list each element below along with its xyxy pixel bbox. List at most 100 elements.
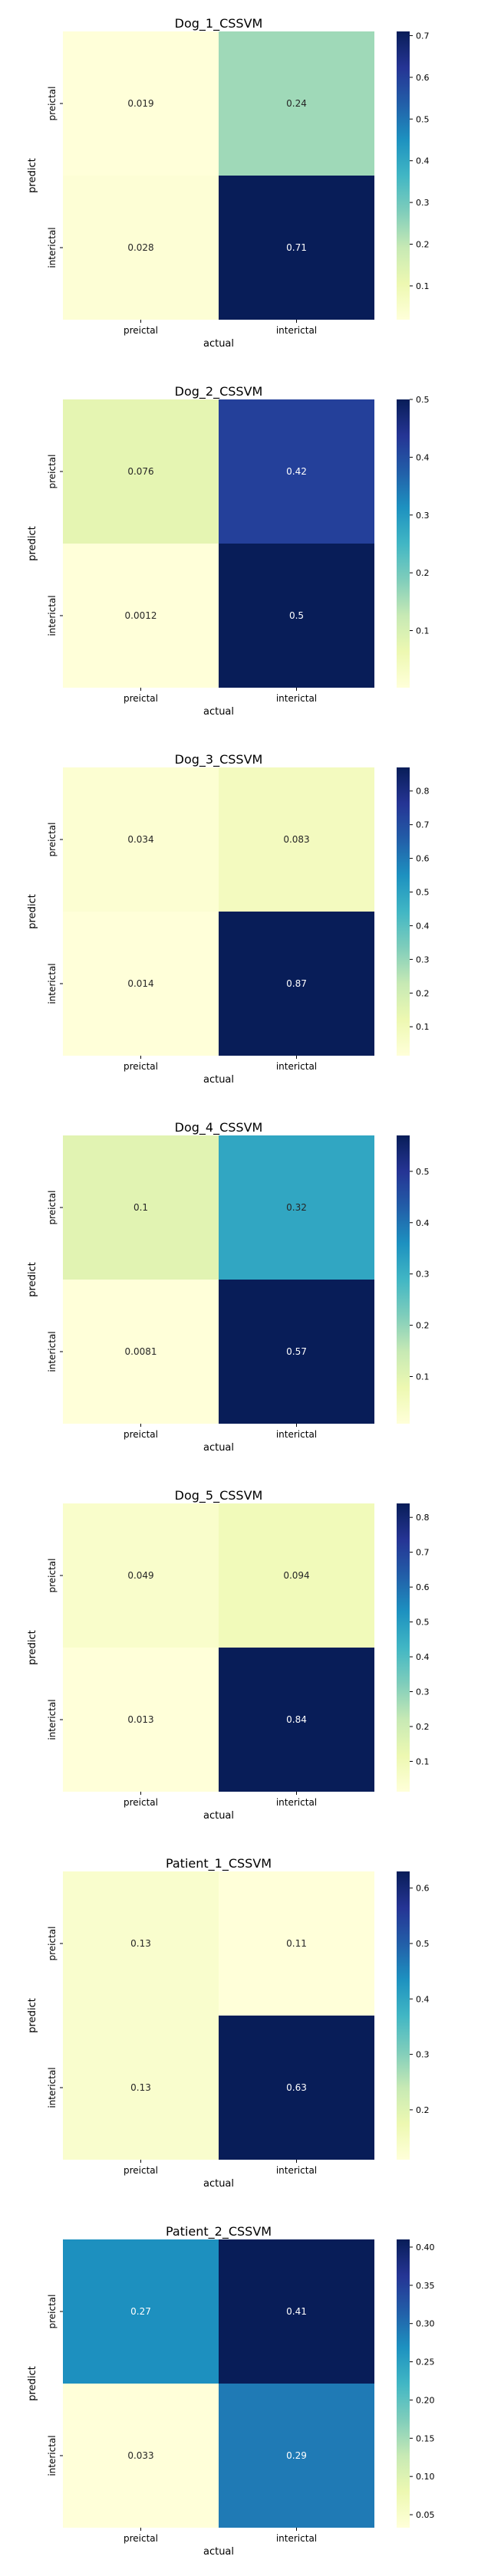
colorbar-tick-label: 0.7: [416, 820, 430, 830]
cell-value-label: 0.1: [133, 1202, 148, 1213]
chart-title: Dog_5_CSSVM: [175, 1488, 263, 1503]
colorbar-tick-label: 0.1: [416, 1372, 430, 1382]
colorbar-tick-label: 0.7: [416, 1548, 430, 1558]
cell-value-label: 0.32: [286, 1202, 307, 1213]
heatmap-cell: [63, 912, 219, 1056]
x-tick-label: preictal: [124, 325, 158, 336]
heatmap-cell: [63, 544, 219, 688]
colorbar-tick-label: 0.8: [416, 1513, 430, 1523]
colorbar-tick-label: 0.35: [416, 2281, 435, 2291]
y-tick-label: preictal: [47, 823, 58, 857]
heatmap-cell: [63, 1280, 219, 1424]
y-tick-label: interictal: [47, 2067, 58, 2108]
cell-value-label: 0.29: [286, 2450, 307, 2461]
x-tick-label: interictal: [276, 2533, 317, 2544]
chart-title: Patient_1_CSSVM: [166, 1856, 272, 1871]
cell-value-label: 0.014: [127, 978, 153, 989]
heatmap-cell: [219, 176, 374, 320]
colorbar-tick-label: 0.3: [416, 511, 430, 521]
x-axis-label: actual: [203, 2178, 234, 2190]
colorbar: [397, 1135, 410, 1424]
y-tick-label: preictal: [47, 1191, 58, 1225]
heatmap-cell: [219, 31, 374, 176]
colorbar: [397, 399, 410, 688]
colorbar-tick-label: 0.6: [416, 1884, 430, 1894]
x-tick-label: preictal: [124, 1429, 158, 1440]
y-axis-label: predict: [27, 1998, 38, 2032]
colorbar-tick-label: 0.10: [416, 2472, 435, 2482]
colorbar-tick-label: 0.05: [416, 2510, 435, 2520]
x-tick-label: preictal: [124, 1797, 158, 1808]
cell-value-label: 0.13: [130, 1938, 151, 1949]
y-axis-label: predict: [27, 158, 38, 192]
heatmap-cell: [63, 1503, 219, 1648]
cell-value-label: 0.094: [283, 1570, 309, 1581]
heatmap-panel-1: Dog_1_CSSVM 0.019 0.24 0.028 0.71 preictal int…: [27, 16, 430, 350]
cell-value-label: 0.049: [127, 1570, 153, 1581]
colorbar-tick-label: 0.1: [416, 1022, 430, 1032]
chart-title: Dog_2_CSSVM: [175, 384, 263, 399]
colorbar-tick-label: 0.2: [416, 988, 430, 998]
cell-value-label: 0.076: [127, 466, 153, 477]
y-tick-label: interictal: [47, 595, 58, 636]
y-tick-label: interictal: [47, 1331, 58, 1372]
x-tick-label: preictal: [124, 2165, 158, 2176]
colorbar-tick-label: 0.1: [416, 1756, 430, 1766]
colorbar-tick-label: 0.3: [416, 2050, 430, 2060]
x-tick-label: preictal: [124, 693, 158, 704]
colorbar-tick-label: 0.3: [416, 198, 430, 208]
colorbar-tick-label: 0.25: [416, 2358, 435, 2367]
cell-value-label: 0.5: [289, 610, 304, 621]
heatmap-cell: [63, 1871, 219, 2016]
colorbar-tick-label: 0.5: [416, 1167, 430, 1177]
colorbar-tick-label: 0.4: [416, 1652, 430, 1662]
y-tick-label: preictal: [47, 1927, 58, 1961]
cell-value-label: 0.41: [286, 2306, 307, 2317]
heatmap-cell: [63, 1135, 219, 1280]
colorbar-tick-label: 0.7: [416, 31, 430, 41]
cell-value-label: 0.71: [286, 242, 307, 253]
cell-value-label: 0.033: [127, 2450, 153, 2461]
y-axis-label: predict: [27, 894, 38, 928]
y-axis-label: predict: [27, 1262, 38, 1296]
cell-value-label: 0.034: [127, 834, 153, 845]
colorbar: [397, 31, 410, 320]
heatmap-cell: [63, 176, 219, 320]
heatmap-panel-4: Dog_4_CSSVM 0.1 0.32 0.0081 0.57 preictal inte…: [27, 1120, 430, 1454]
cell-value-label: 0.0012: [125, 610, 157, 621]
heatmap-cell: [63, 399, 219, 544]
heatmap-cell: [63, 31, 219, 176]
heatmap-cell: [219, 1503, 374, 1648]
colorbar-tick-label: 0.3: [416, 1687, 430, 1697]
heatmap-cell: [219, 2384, 374, 2528]
colorbar-tick-label: 0.5: [416, 1939, 430, 1949]
cell-value-label: 0.13: [130, 2082, 151, 2093]
cell-value-label: 0.019: [127, 98, 153, 109]
cell-value-label: 0.63: [286, 2082, 307, 2093]
heatmap-cell: [63, 2016, 219, 2160]
x-tick-label: interictal: [276, 1797, 317, 1808]
heatmap-panel-6: Patient_1_CSSVM 0.13 0.11 0.13 0.63 preictal i…: [27, 1856, 430, 2190]
heatmap-panel-7: Patient_2_CSSVM 0.27 0.41 0.033 0.29 preictal…: [27, 2224, 435, 2558]
colorbar-tick-label: 0.5: [416, 888, 430, 898]
colorbar-tick-label: 0.30: [416, 2319, 435, 2329]
heatmap-cell: [219, 767, 374, 912]
colorbar-tick-label: 0.15: [416, 2433, 435, 2443]
colorbar-tick-label: 0.2: [416, 1321, 430, 1331]
y-tick-label: interictal: [47, 2435, 58, 2476]
colorbar-tick-label: 0.6: [416, 1582, 430, 1592]
cell-value-label: 0.028: [127, 242, 153, 253]
cell-value-label: 0.24: [286, 98, 307, 109]
colorbar-tick-label: 0.6: [416, 854, 430, 864]
y-axis-label: predict: [27, 1630, 38, 1664]
x-tick-label: interictal: [276, 1061, 317, 1072]
heatmap-cell: [219, 912, 374, 1056]
cell-value-label: 0.27: [130, 2306, 151, 2317]
cell-value-label: 0.11: [286, 1938, 307, 1949]
cell-value-label: 0.0081: [125, 1346, 157, 1357]
colorbar-tick-label: 0.4: [416, 1218, 430, 1228]
heatmap-cell: [219, 399, 374, 544]
x-tick-label: interictal: [276, 2165, 317, 2176]
cell-value-label: 0.013: [127, 1714, 153, 1725]
y-axis-label: predict: [27, 2366, 38, 2400]
